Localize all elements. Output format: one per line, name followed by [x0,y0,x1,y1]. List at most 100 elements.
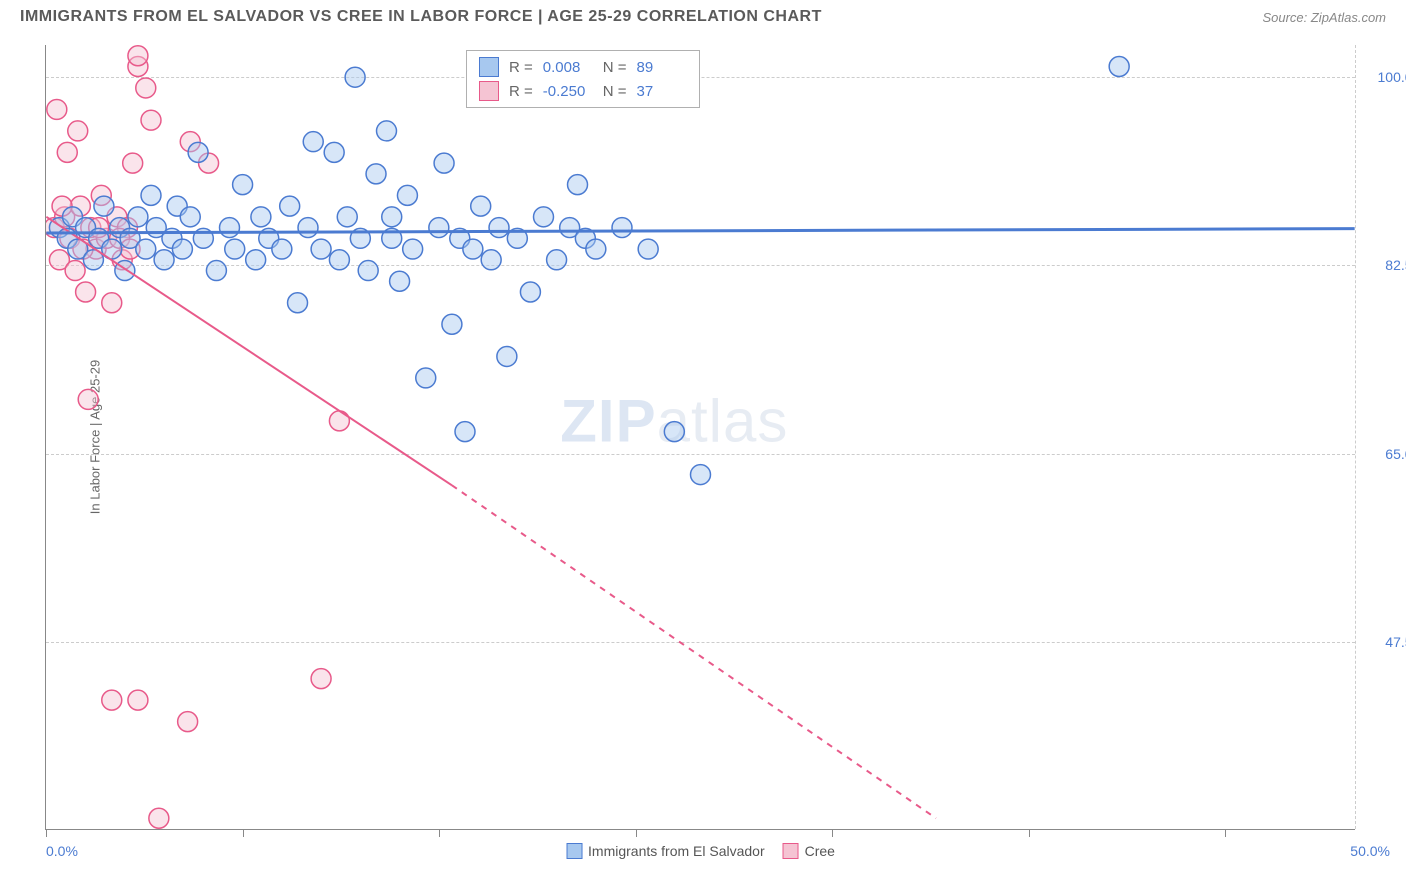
scatter-point [311,239,331,259]
scatter-point [206,261,226,281]
scatter-point [225,239,245,259]
x-tick [1225,829,1226,837]
scatter-point [280,196,300,216]
scatter-point [141,110,161,130]
scatter-point [463,239,483,259]
scatter-point [416,368,436,388]
y-tick-label: 100.0% [1378,69,1406,85]
scatter-point [272,239,292,259]
x-axis-min-label: 0.0% [46,843,78,859]
scatter-point [442,314,462,334]
scatter-point [246,250,266,270]
series-name-pink: Cree [805,843,835,859]
x-tick [46,829,47,837]
scatter-point [65,261,85,281]
scatter-point [403,239,423,259]
scatter-point [345,67,365,87]
scatter-point [366,164,386,184]
series-legend: Immigrants from El Salvador Cree [566,843,835,859]
scatter-point [78,389,98,409]
scatter-point [311,669,331,689]
scatter-point [691,465,711,485]
scatter-point [136,239,156,259]
x-tick [636,829,637,837]
scatter-point [534,207,554,227]
scatter-point [188,142,208,162]
swatch-pink-icon [783,843,799,859]
y-tick-label: 82.5% [1385,257,1406,273]
x-tick [439,829,440,837]
scatter-point [178,712,198,732]
trend-line [452,485,936,818]
scatter-point [586,239,606,259]
trend-line [46,229,1354,233]
scatter-point [128,690,148,710]
scatter-point [434,153,454,173]
scatter-svg [46,45,1355,829]
scatter-point [68,121,88,141]
scatter-point [471,196,491,216]
x-axis-max-label: 50.0% [1350,843,1390,859]
scatter-point [377,121,397,141]
scatter-point [233,175,253,195]
scatter-point [612,218,632,238]
scatter-point [102,293,122,313]
x-tick [1029,829,1030,837]
correlation-legend: R = 0.008 N = 89 R = -0.250 N = 37 [466,50,700,108]
gridline-vertical [1355,45,1356,829]
n-value-blue: 89 [637,59,687,76]
scatter-point [102,690,122,710]
scatter-point [358,261,378,281]
scatter-point [303,132,323,152]
scatter-point [128,207,148,227]
scatter-point [329,411,349,431]
scatter-point [128,46,148,66]
scatter-point [180,207,200,227]
scatter-point [1109,56,1129,76]
chart-title: IMMIGRANTS FROM EL SALVADOR VS CREE IN L… [20,8,822,26]
scatter-point [123,153,143,173]
scatter-point [547,250,567,270]
scatter-point [172,239,192,259]
scatter-point [568,175,588,195]
scatter-point [520,282,540,302]
scatter-point [251,207,271,227]
legend-row-pink: R = -0.250 N = 37 [479,79,687,103]
scatter-point [397,185,417,205]
legend-row-blue: R = 0.008 N = 89 [479,55,687,79]
scatter-point [136,78,156,98]
scatter-point [141,185,161,205]
scatter-point [324,142,344,162]
swatch-blue [479,57,499,77]
scatter-point [57,142,77,162]
chart-plot-area: In Labor Force | Age 25-29 ZIPatlas R = … [45,45,1355,830]
scatter-point [47,99,67,119]
scatter-point [94,196,114,216]
scatter-point [489,218,509,238]
y-tick-label: 65.0% [1385,446,1406,462]
scatter-point [497,346,517,366]
scatter-point [382,207,402,227]
legend-item-blue: Immigrants from El Salvador [566,843,765,859]
scatter-point [329,250,349,270]
scatter-point [337,207,357,227]
scatter-point [149,808,169,828]
scatter-point [455,422,475,442]
scatter-point [288,293,308,313]
scatter-point [390,271,410,291]
r-value-blue: 0.008 [543,59,593,76]
legend-item-pink: Cree [783,843,835,859]
series-name-blue: Immigrants from El Salvador [588,843,765,859]
n-value-pink: 37 [637,83,687,100]
scatter-point [76,282,96,302]
source-attribution: Source: ZipAtlas.com [1262,10,1386,25]
x-tick [243,829,244,837]
x-tick [832,829,833,837]
scatter-point [154,250,174,270]
r-value-pink: -0.250 [543,83,593,100]
scatter-point [638,239,658,259]
scatter-point [481,250,501,270]
swatch-blue-icon [566,843,582,859]
scatter-point [298,218,318,238]
swatch-pink [479,81,499,101]
